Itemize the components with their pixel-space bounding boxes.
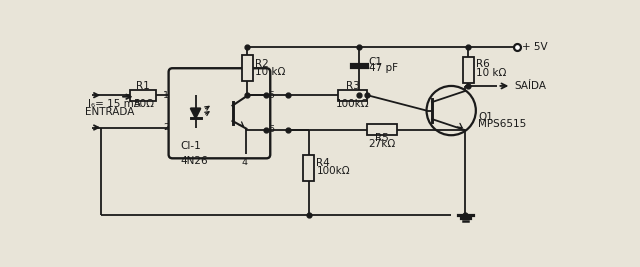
Text: CI-1: CI-1 <box>180 141 201 151</box>
Text: R6: R6 <box>476 59 490 69</box>
Text: 2: 2 <box>163 123 170 132</box>
Text: 5: 5 <box>269 91 275 100</box>
Text: 100kΩ: 100kΩ <box>316 166 350 176</box>
Text: 50Ω: 50Ω <box>132 99 154 109</box>
Text: 4: 4 <box>242 158 248 167</box>
Polygon shape <box>191 108 200 118</box>
Text: 47 pF: 47 pF <box>369 63 398 73</box>
Text: R2: R2 <box>255 59 269 69</box>
Bar <box>338 90 367 101</box>
Text: R3: R3 <box>346 81 360 91</box>
Bar <box>242 55 253 81</box>
Text: R4: R4 <box>316 158 330 168</box>
Bar <box>303 155 314 181</box>
Text: + 5V: + 5V <box>522 42 548 52</box>
Text: 27kΩ: 27kΩ <box>368 139 396 150</box>
FancyBboxPatch shape <box>168 68 270 158</box>
Text: 100kΩ: 100kΩ <box>336 99 369 109</box>
Text: 6: 6 <box>269 125 275 134</box>
Text: 10 kΩ: 10 kΩ <box>476 68 506 78</box>
Text: 1: 1 <box>163 91 170 100</box>
Text: MPS6515: MPS6515 <box>478 119 526 129</box>
Bar <box>463 57 474 83</box>
Text: I₆= 15 mA: I₆= 15 mA <box>88 99 141 109</box>
Text: 4N26: 4N26 <box>180 156 208 166</box>
Text: C1: C1 <box>369 57 383 67</box>
Bar <box>367 124 397 135</box>
Text: Q1: Q1 <box>478 112 493 122</box>
Text: 10 kΩ: 10 kΩ <box>255 67 285 77</box>
Bar <box>130 90 156 101</box>
Text: ENTRADA: ENTRADA <box>86 107 135 117</box>
Text: SAÍDA: SAÍDA <box>515 81 547 91</box>
Text: R5: R5 <box>375 133 388 143</box>
Text: R1: R1 <box>136 81 150 91</box>
